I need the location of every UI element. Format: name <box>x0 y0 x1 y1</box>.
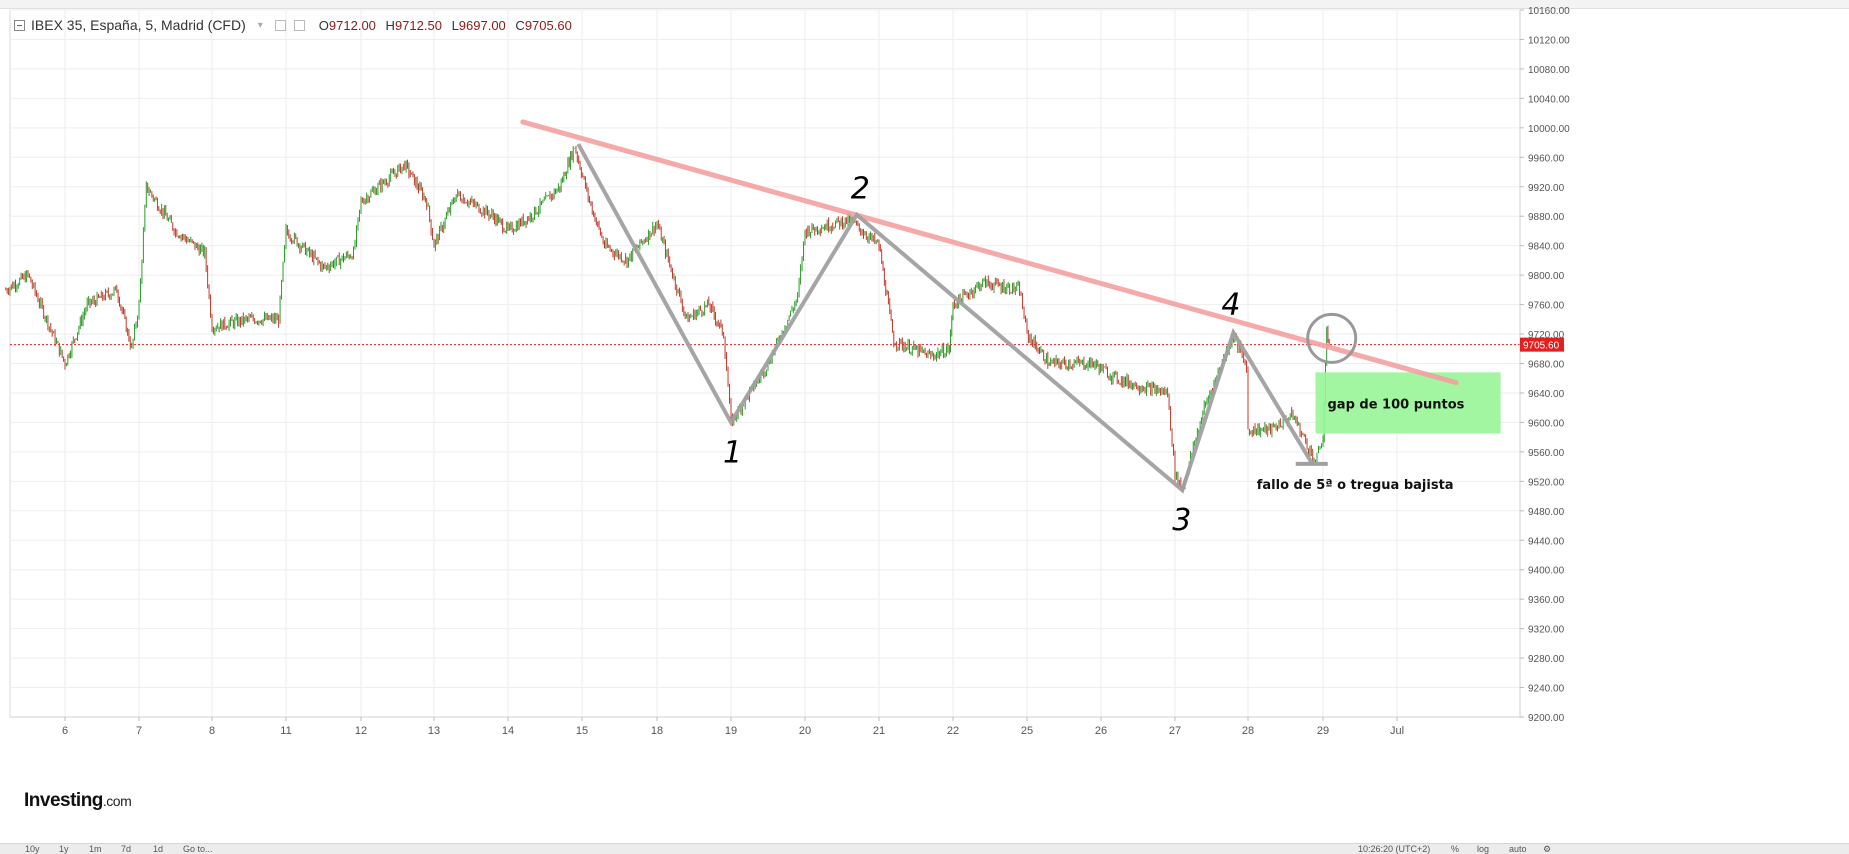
gap-box <box>1315 372 1501 434</box>
close-value: 9705.60 <box>524 17 572 33</box>
wave-label-2: 2 <box>851 172 870 207</box>
y-tick-label: 10120.00 <box>1528 35 1570 46</box>
last-price-label: 9705.60 <box>1523 341 1560 352</box>
annotations: gap de 100 puntos 1 2 3 4 fallo de 5ª o tregu… <box>520 119 1501 538</box>
percent-toggle[interactable]: % <box>1451 844 1460 854</box>
x-tick-label: 19 <box>725 725 737 737</box>
y-tick-label: 9280.00 <box>1528 654 1565 665</box>
goto-button[interactable]: Go to... <box>183 844 213 854</box>
y-tick-label: 9920.00 <box>1528 183 1565 194</box>
y-tick-label: 9840.00 <box>1528 242 1565 253</box>
bottom-toolbar: 10y 1y 1m 7d 1d Go to... 10:26:20 (UTC+2… <box>0 843 1849 854</box>
y-tick-label: 9640.00 <box>1528 389 1565 400</box>
x-tick-label: 22 <box>947 725 959 737</box>
range-10y-button[interactable]: 10y <box>25 844 40 854</box>
y-tick-label: 9560.00 <box>1528 448 1565 459</box>
y-tick-label: 9360.00 <box>1528 595 1565 606</box>
x-tick-label: 29 <box>1317 725 1329 737</box>
resistance-trendline <box>520 119 1459 386</box>
y-tick-label: 9400.00 <box>1528 566 1565 577</box>
y-tick-label: 9440.00 <box>1528 536 1565 547</box>
failure-label: fallo de 5ª o tregua bajista <box>1257 478 1454 493</box>
y-tick-label: 9480.00 <box>1528 507 1565 518</box>
y-tick-label: 9800.00 <box>1528 271 1565 282</box>
y-tick-label: 9720.00 <box>1528 330 1565 341</box>
range-1d-button[interactable]: 1d <box>153 844 164 854</box>
x-tick-label: 21 <box>873 725 885 737</box>
x-tick-label: 15 <box>576 725 588 737</box>
collapse-icon[interactable] <box>14 19 25 31</box>
auto-toggle[interactable]: auto <box>1509 844 1527 854</box>
y-tick-label: 10160.00 <box>1528 6 1570 17</box>
x-tick-label: 7 <box>136 725 142 737</box>
y-tick-label: 9520.00 <box>1528 477 1565 488</box>
logo-brand: Investing <box>24 790 103 811</box>
gear-icon[interactable]: ⚙ <box>1543 844 1552 854</box>
x-tick-label: 25 <box>1021 725 1033 737</box>
close-label: C <box>515 17 525 33</box>
clock-text: 10:26:20 (UTC+2) <box>1358 844 1431 854</box>
wave-label-3: 3 <box>1172 503 1191 538</box>
chevron-down-icon[interactable]: ▾ <box>257 19 263 31</box>
top-toolbar <box>0 0 1849 9</box>
price-axis[interactable]: 9200.00 9240.00 9280.00 9320.00 9360.00 9400.… <box>1519 6 1570 724</box>
x-tick-label: 8 <box>209 725 215 737</box>
y-tick-label: 9760.00 <box>1528 301 1565 312</box>
x-tick-label: 20 <box>799 725 811 737</box>
candlestick-series <box>5 145 1520 493</box>
x-tick-label: 28 <box>1242 725 1254 737</box>
y-tick-label: 9200.00 <box>1528 713 1565 724</box>
settings-icon[interactable] <box>274 19 286 31</box>
low-label: L <box>451 17 459 33</box>
open-label: O <box>318 17 329 33</box>
symbol-legend: IBEX 35, España, 5, Madrid (CFD) ▾ O9712… <box>14 14 578 36</box>
x-tick-label: 12 <box>355 725 367 737</box>
wave-path <box>576 143 1314 494</box>
low-value: 9697.00 <box>458 17 506 33</box>
y-tick-label: 9320.00 <box>1528 625 1565 636</box>
range-7d-button[interactable]: 7d <box>121 844 132 854</box>
range-1m-button[interactable]: 1m <box>89 844 102 854</box>
y-tick-label: 10000.00 <box>1528 124 1570 135</box>
x-tick-label: 27 <box>1169 725 1181 737</box>
last-price-tag <box>1520 337 1564 352</box>
highlight-circle <box>1306 312 1358 364</box>
y-tick-label: 10040.00 <box>1528 94 1570 105</box>
x-tick-label: 14 <box>502 725 514 737</box>
logo-suffix: .com <box>102 793 132 809</box>
x-tick-label: 26 <box>1095 725 1107 737</box>
hide-icon[interactable] <box>293 19 305 31</box>
y-tick-label: 9680.00 <box>1528 360 1565 371</box>
wave-label-1: 1 <box>723 435 742 470</box>
y-tick-label: 9240.00 <box>1528 684 1565 695</box>
high-label: H <box>385 17 395 33</box>
range-1y-button[interactable]: 1y <box>59 844 69 854</box>
investing-logo: Investing.com <box>24 790 132 812</box>
x-tick-label: 6 <box>62 725 68 737</box>
open-value: 9712.00 <box>328 17 376 33</box>
x-tick-label: Jul <box>1390 725 1404 737</box>
high-value: 9712.50 <box>394 17 442 33</box>
x-tick-label: 13 <box>428 725 440 737</box>
x-tick-label: 18 <box>651 725 663 737</box>
x-tick-label: 11 <box>280 725 291 737</box>
gap-label: gap de 100 puntos <box>1328 397 1465 412</box>
time-axis[interactable]: 6 7 8 11 12 13 14 15 18 19 20 21 22 25 26 27 28 29 Jul <box>10 716 1520 737</box>
symbol-title: IBEX 35, España, 5, Madrid (CFD) <box>31 17 246 33</box>
y-tick-label: 10080.00 <box>1528 65 1570 76</box>
log-toggle[interactable]: log <box>1477 844 1490 854</box>
ohlc-values: O9712.00 H9712.50 L9697.00 C9705.60 <box>319 18 578 33</box>
y-tick-label: 9600.00 <box>1528 418 1565 429</box>
wave-label-4: 4 <box>1221 288 1240 323</box>
y-tick-label: 9880.00 <box>1528 212 1565 223</box>
y-tick-label: 9960.00 <box>1528 153 1565 164</box>
